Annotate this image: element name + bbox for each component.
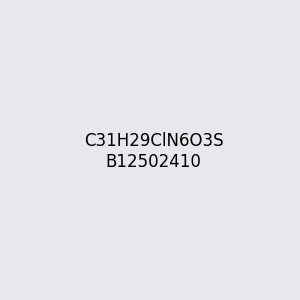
Text: C31H29ClN6O3S
B12502410: C31H29ClN6O3S B12502410	[84, 132, 224, 171]
